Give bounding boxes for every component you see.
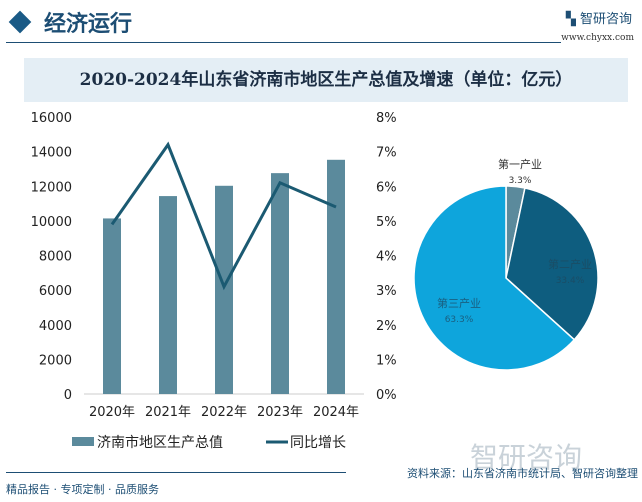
right-tick-label: 4% [376, 250, 397, 265]
legend-swatch-bar [72, 437, 94, 446]
pie-slice-2 [505, 187, 599, 341]
pie-value-label: 63.3% [445, 315, 474, 325]
right-tick-label: 1% [376, 353, 397, 368]
x-tick-label: 2023年 [257, 405, 303, 420]
x-tick-label: 2024年 [313, 405, 359, 420]
pie-slice-3 [413, 185, 576, 371]
left-tick-label: 4000 [39, 319, 72, 334]
logo: ▚ 智研咨询 [566, 8, 632, 27]
left-tick-label: 8000 [39, 250, 72, 265]
pie-label: 第三产业 [437, 296, 481, 310]
bar-2020年 [103, 218, 121, 394]
x-tick-label: 2020年 [89, 405, 135, 420]
bar-2023年 [271, 173, 289, 394]
right-tick-label: 3% [376, 284, 397, 299]
right-tick-label: 8% [376, 111, 397, 126]
legend-label-line: 同比增长 [290, 435, 346, 451]
left-tick-label: 10000 [31, 215, 72, 230]
right-tick-label: 7% [376, 146, 397, 161]
logo-text: 智研咨询 [579, 12, 632, 27]
right-tick-label: 5% [376, 215, 397, 230]
left-tick-label: 6000 [39, 284, 72, 299]
left-tick-label: 0 [64, 388, 72, 403]
pie-label: 第一产业 [498, 157, 542, 171]
pie-value-label: 3.3% [509, 176, 532, 186]
bar-2021年 [159, 196, 177, 394]
footer-tagline: 精品报告 · 专项定制 · 品质服务 [6, 483, 159, 496]
title-band [24, 58, 628, 102]
bar-2024年 [327, 159, 345, 394]
left-tick-label: 16000 [31, 111, 72, 126]
chart-title: 2020-2024年山东省济南市地区生产总值及增速（单位：亿元） [79, 70, 573, 90]
pie-value-label: 33.4% [556, 276, 585, 286]
left-tick-label: 14000 [31, 146, 72, 161]
header-divider [6, 42, 561, 43]
left-tick-label: 2000 [39, 353, 72, 368]
pie-label: 第二产业 [548, 257, 592, 271]
section-title: 经济运行 [44, 12, 133, 37]
watermark: 智研咨询 [470, 441, 583, 474]
bar-2022年 [215, 185, 233, 394]
right-tick-label: 0% [376, 388, 397, 403]
source-text: 资料来源：山东省济南市统计局、智研咨询整理 [407, 467, 638, 480]
logo-url: www.chyxx.com [561, 33, 634, 43]
logo-icon: ▚ [565, 12, 580, 27]
footer-divider [6, 472, 346, 473]
chart: 0 2000 4000 6000 8000 10000 12000 14000 16000 0% 1… [31, 111, 599, 451]
right-tick-label: 6% [376, 180, 397, 195]
x-tick-label: 2021年 [145, 405, 191, 420]
left-tick-label: 12000 [31, 180, 72, 195]
legend-label-bar: 济南市地区生产总值 [97, 434, 223, 451]
x-tick-label: 2022年 [201, 405, 247, 420]
right-tick-label: 2% [376, 319, 397, 334]
